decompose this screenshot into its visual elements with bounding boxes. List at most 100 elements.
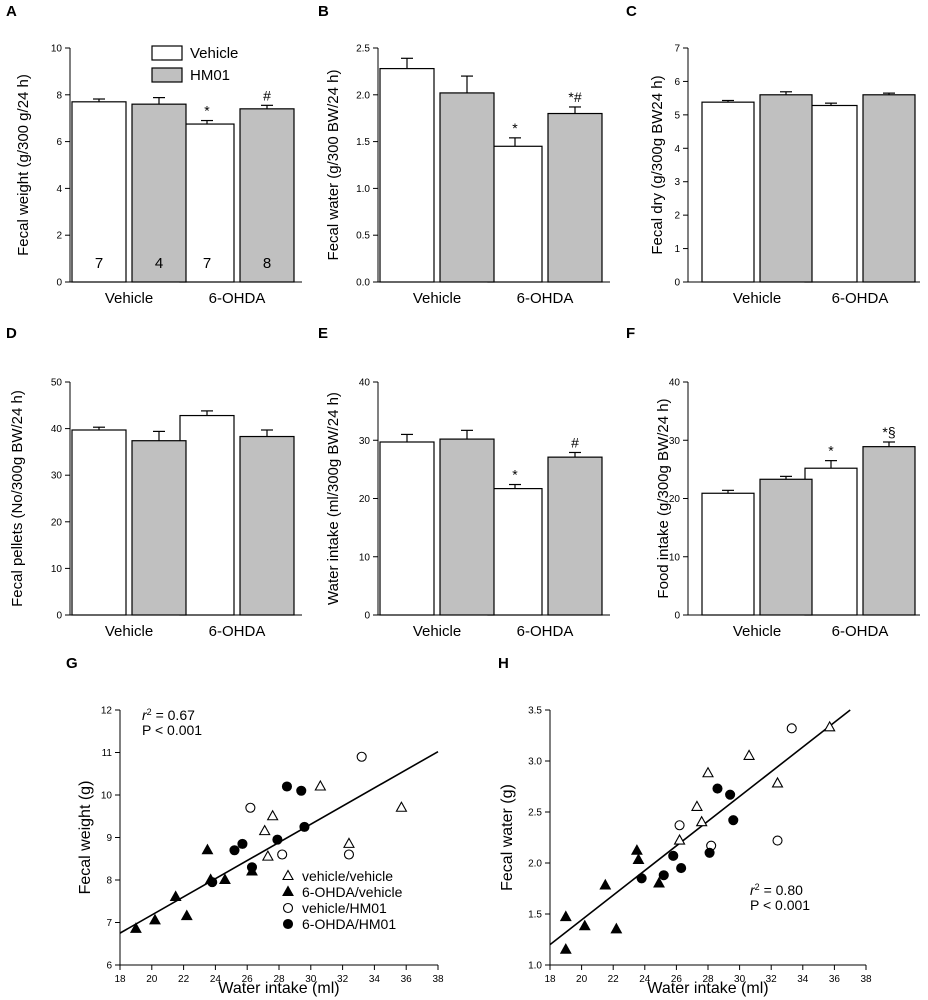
- y-tick-label: 1.0: [528, 961, 542, 972]
- legend-marker: [282, 885, 294, 897]
- r-value: = 0.80: [760, 882, 803, 898]
- bar-hm01-1: [759, 94, 813, 283]
- point-vehicle-hm01: [674, 820, 685, 831]
- point-vehicle-hm01: [356, 751, 367, 762]
- point-6-ohda-hm01: [229, 845, 240, 856]
- x-tick-label: 38: [860, 974, 872, 985]
- x-tick-label: 30: [734, 974, 746, 985]
- y-tick-label: 11: [102, 748, 113, 759]
- x-tick-label: 22: [178, 974, 190, 985]
- y-tick-label: 50: [51, 378, 63, 389]
- point-6-ohda-vehicle: [180, 909, 193, 921]
- bar-hm01-2: [547, 456, 603, 616]
- point-vehicle-hm01: [343, 849, 355, 860]
- y-tick-label: 10: [669, 552, 681, 563]
- bar-vehicle-2: [179, 123, 235, 283]
- bar-hm01-2: [547, 112, 603, 283]
- point-6-ohda-vehicle: [630, 844, 643, 855]
- significance-mark: *: [512, 467, 518, 483]
- x-tick-label: 34: [797, 974, 809, 985]
- bar-vehicle-2: [487, 487, 543, 616]
- y-tick-label: 2.0: [528, 859, 542, 870]
- point-6-ohda-hm01: [296, 785, 307, 796]
- panel-d: D 0 10 20 30 40 50 Fecal pellets (No/300g BW/24…: [6, 325, 302, 640]
- point-vehicle-vehicle: [702, 766, 714, 778]
- bar-vehicle-2: [487, 145, 543, 283]
- significance-mark: *#: [568, 89, 581, 105]
- category-label: 6-OHDA: [832, 290, 889, 307]
- bar-hm01-1: [439, 438, 495, 616]
- point-6-ohda-vehicle: [653, 876, 665, 888]
- panel-c: C 0 1 2 3 4 5 6 7 Fecal dry (g/300g BW24 h) Vehicl…: [626, 3, 920, 307]
- y-tick-label: 1.0: [356, 184, 370, 195]
- y-tick-label: 3.0: [528, 757, 542, 768]
- y-tick-label: 2: [56, 231, 62, 242]
- r-squared-label: r2 = 0.67: [142, 707, 195, 723]
- point-vehicle-vehicle: [691, 800, 703, 811]
- point-vehicle-vehicle: [823, 720, 836, 732]
- x-tick-label: 28: [273, 974, 285, 985]
- y-tick-label: 8: [106, 876, 112, 887]
- regression-line: [549, 709, 851, 946]
- y-tick-label: 40: [51, 424, 63, 435]
- x-tick-label: 34: [369, 974, 381, 985]
- y-tick-label: 0: [364, 611, 370, 622]
- y-tick-label: 40: [359, 378, 371, 389]
- panel-label-e: E: [318, 325, 328, 342]
- bar-hm01-1: [131, 440, 187, 616]
- y-tick-label: 1.5: [528, 910, 542, 921]
- y-tick-label: 4: [674, 144, 680, 155]
- y-tick-label: 8: [56, 90, 62, 101]
- x-tick-label: 26: [242, 974, 254, 985]
- x-tick-label: 36: [401, 974, 413, 985]
- legend-marker: [282, 869, 294, 881]
- x-tick-label: 18: [114, 974, 126, 985]
- legend-label: HM01: [190, 67, 230, 84]
- panel-label-a: A: [6, 3, 17, 20]
- legend-label: 6-OHDA/HM01: [302, 916, 396, 932]
- legend-marker: [282, 918, 294, 930]
- panel-e: E 0 10 20 30 40 Water intake (ml/300g BW/24 h)…: [318, 325, 610, 640]
- x-axis-label: Water intake (ml): [647, 980, 768, 997]
- point-6-ohda-hm01: [246, 862, 258, 873]
- y-tick-label: 2.5: [356, 44, 370, 55]
- x-tick-label: 24: [639, 974, 651, 985]
- bar-hm01-2: [862, 446, 916, 616]
- legend-label: Vehicle: [190, 45, 238, 62]
- panel-g: G 6 7 8 9 10 11 12 18 20 22 24 26 28 30 32 34 36 38 Fecal w…: [66, 655, 444, 997]
- point-vehicle-vehicle: [743, 749, 756, 760]
- r-exponent: 2: [147, 707, 152, 717]
- point-6-ohda-hm01: [237, 838, 248, 849]
- point-vehicle-vehicle: [258, 824, 271, 836]
- y-tick-label: 3.5: [528, 706, 542, 717]
- y-tick-label: 0: [674, 611, 680, 622]
- point-6-ohda-hm01: [725, 789, 736, 800]
- y-tick-label: 5: [674, 110, 680, 121]
- y-tick-label: 30: [51, 471, 63, 482]
- panel-b: B 0.0 0.5 1.0 1.5 2.0 2.5 Fecal water (g/300 BW…: [318, 3, 610, 307]
- y-tick-label: 1.5: [356, 137, 370, 148]
- y-tick-label: 10: [359, 552, 371, 563]
- significance-mark: *: [512, 120, 518, 136]
- point-vehicle-vehicle: [266, 809, 279, 821]
- y-tick-label: 10: [101, 791, 113, 802]
- bar-vehicle-1: [379, 441, 435, 616]
- y-tick-label: 30: [669, 436, 681, 447]
- point-vehicle-hm01: [277, 849, 288, 860]
- x-tick-label: 20: [146, 974, 158, 985]
- legend-label: vehicle/vehicle: [302, 868, 393, 884]
- y-axis-label: Fecal weight (g/300 g/24 h): [15, 74, 32, 256]
- panel-label-h: H: [498, 655, 509, 672]
- y-tick-label: 2.5: [528, 808, 542, 819]
- y-tick-label: 2.0: [356, 90, 370, 101]
- point-6-ohda-hm01: [207, 877, 218, 888]
- x-tick-label: 24: [210, 974, 222, 985]
- x-tick-label: 32: [337, 974, 349, 985]
- point-6-ohda-hm01: [299, 821, 310, 832]
- bar-hm01-2: [862, 94, 916, 283]
- y-tick-label: 2: [674, 211, 680, 222]
- y-tick-label: 0: [56, 278, 62, 289]
- significance-mark: *: [204, 103, 210, 119]
- point-6-ohda-vehicle: [632, 853, 645, 864]
